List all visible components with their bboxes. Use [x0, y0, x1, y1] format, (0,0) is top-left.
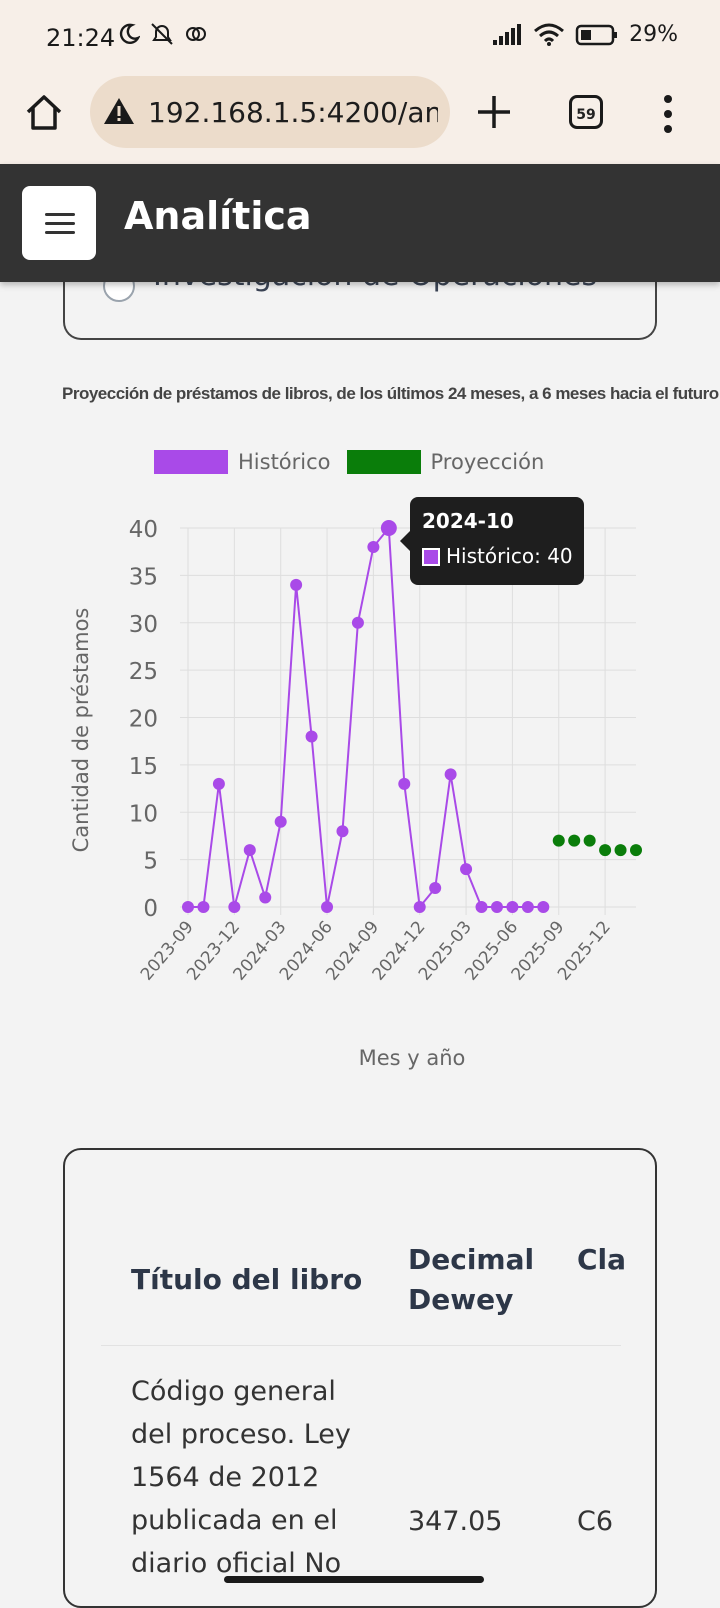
app-header: Analítica — [0, 164, 720, 282]
column-header-clasificacion[interactable]: Cla au — [577, 1243, 627, 1276]
column-header-dewey[interactable]: Decimal Dewey — [408, 1243, 535, 1316]
new-tab-icon[interactable] — [472, 90, 516, 134]
data-point-historico[interactable] — [182, 901, 194, 913]
status-time: 21:24 — [46, 24, 116, 52]
data-point-historico[interactable] — [506, 901, 519, 913]
cell-clasificacion: C6 — [577, 1506, 614, 1537]
y-tick-label: 35 — [129, 564, 158, 590]
address-bar[interactable]: 192.168.1.5:4200/ana — [90, 76, 450, 148]
data-point-proyeccion[interactable] — [552, 834, 565, 847]
battery-icon — [575, 24, 618, 45]
data-point-historico[interactable] — [429, 882, 442, 895]
column-header-title[interactable]: Título del libro — [131, 1263, 363, 1296]
battery-percent: 29% — [629, 22, 678, 47]
app-notification-icon — [186, 27, 206, 41]
x-axis-label: Mes y año — [359, 1046, 466, 1070]
data-point-historico[interactable] — [413, 901, 426, 913]
moon-icon — [119, 23, 140, 44]
header-divider — [101, 1345, 621, 1346]
data-point-proyeccion[interactable] — [583, 834, 596, 847]
home-icon[interactable] — [22, 90, 66, 134]
data-point-historico[interactable] — [336, 825, 349, 838]
data-point-historico[interactable] — [490, 901, 503, 913]
cell-dewey: 347.05 — [408, 1506, 503, 1537]
y-tick-label: 20 — [129, 707, 158, 733]
data-point-historico[interactable] — [444, 768, 457, 781]
data-point-historico[interactable] — [537, 901, 550, 913]
data-point-proyeccion[interactable] — [630, 844, 642, 857]
signal-icon — [493, 23, 522, 45]
tooltip-label: Histórico: 40 — [446, 544, 573, 568]
data-point-historico[interactable] — [228, 901, 241, 913]
bell-off-icon — [151, 23, 173, 45]
chart-legend: Histórico Proyección — [154, 450, 544, 474]
warning-icon[interactable] — [102, 96, 136, 126]
y-axis-label: Cantidad de préstamos — [69, 608, 93, 853]
data-point-historico[interactable] — [243, 844, 256, 857]
y-tick-label: 15 — [129, 754, 158, 780]
browser-toolbar: 192.168.1.5:4200/ana 59 — [0, 72, 720, 164]
legend-label-historico[interactable]: Histórico — [238, 450, 331, 474]
menu-button[interactable] — [22, 186, 96, 260]
data-point-historico[interactable] — [305, 730, 318, 743]
books-table-card: Título del libro Decimal Dewey Cla au Có… — [63, 1148, 657, 1608]
tooltip-title: 2024-10 — [422, 509, 514, 533]
more-options-icon[interactable] — [662, 94, 674, 134]
tab-switcher-button[interactable]: 59 — [569, 95, 603, 129]
wifi-icon — [534, 23, 565, 46]
data-point-proyeccion[interactable] — [614, 844, 627, 857]
url-text[interactable]: 192.168.1.5:4200/ana — [148, 96, 438, 129]
home-indicator — [224, 1576, 484, 1583]
y-tick-label: 30 — [129, 612, 158, 638]
data-point-historico[interactable] — [321, 901, 334, 913]
legend-swatch-historico[interactable] — [154, 450, 228, 474]
y-tick-label: 0 — [143, 896, 158, 922]
data-point-historico[interactable] — [274, 815, 287, 828]
data-point-historico[interactable] — [521, 901, 534, 913]
data-point-historico[interactable] — [290, 578, 303, 591]
y-tick-label: 10 — [129, 801, 158, 827]
chart-tooltip: 2024-10 Histórico: 40 — [400, 497, 584, 585]
data-point-historico[interactable] — [380, 520, 397, 536]
data-point-historico[interactable] — [212, 777, 225, 790]
page-title: Analítica — [124, 194, 312, 238]
y-tick-label: 5 — [143, 849, 158, 875]
chart-title: Proyección de préstamos de libros, de lo… — [62, 384, 719, 403]
data-point-historico[interactable] — [259, 891, 272, 904]
tooltip-swatch — [422, 548, 440, 566]
data-point-historico[interactable] — [398, 777, 411, 790]
data-point-proyeccion[interactable] — [568, 834, 581, 847]
data-point-historico[interactable] — [460, 863, 473, 876]
legend-label-proyeccion[interactable]: Proyección — [430, 450, 545, 474]
data-point-historico[interactable] — [351, 616, 364, 629]
data-point-proyeccion[interactable] — [599, 844, 612, 857]
legend-swatch-proyeccion[interactable] — [346, 450, 421, 474]
menu-icon — [45, 213, 75, 216]
data-point-historico[interactable] — [197, 901, 210, 913]
y-tick-label: 40 — [129, 517, 158, 543]
data-point-historico[interactable] — [475, 901, 488, 913]
status-bar: 21:24 29% — [0, 0, 720, 72]
status-icons-left — [118, 22, 208, 46]
status-icons-right: 29% — [491, 22, 678, 47]
y-tick-label: 25 — [129, 659, 158, 685]
data-point-historico[interactable] — [367, 540, 380, 553]
cell-title: Código general del proceso. Ley 1564 de … — [131, 1376, 351, 1579]
